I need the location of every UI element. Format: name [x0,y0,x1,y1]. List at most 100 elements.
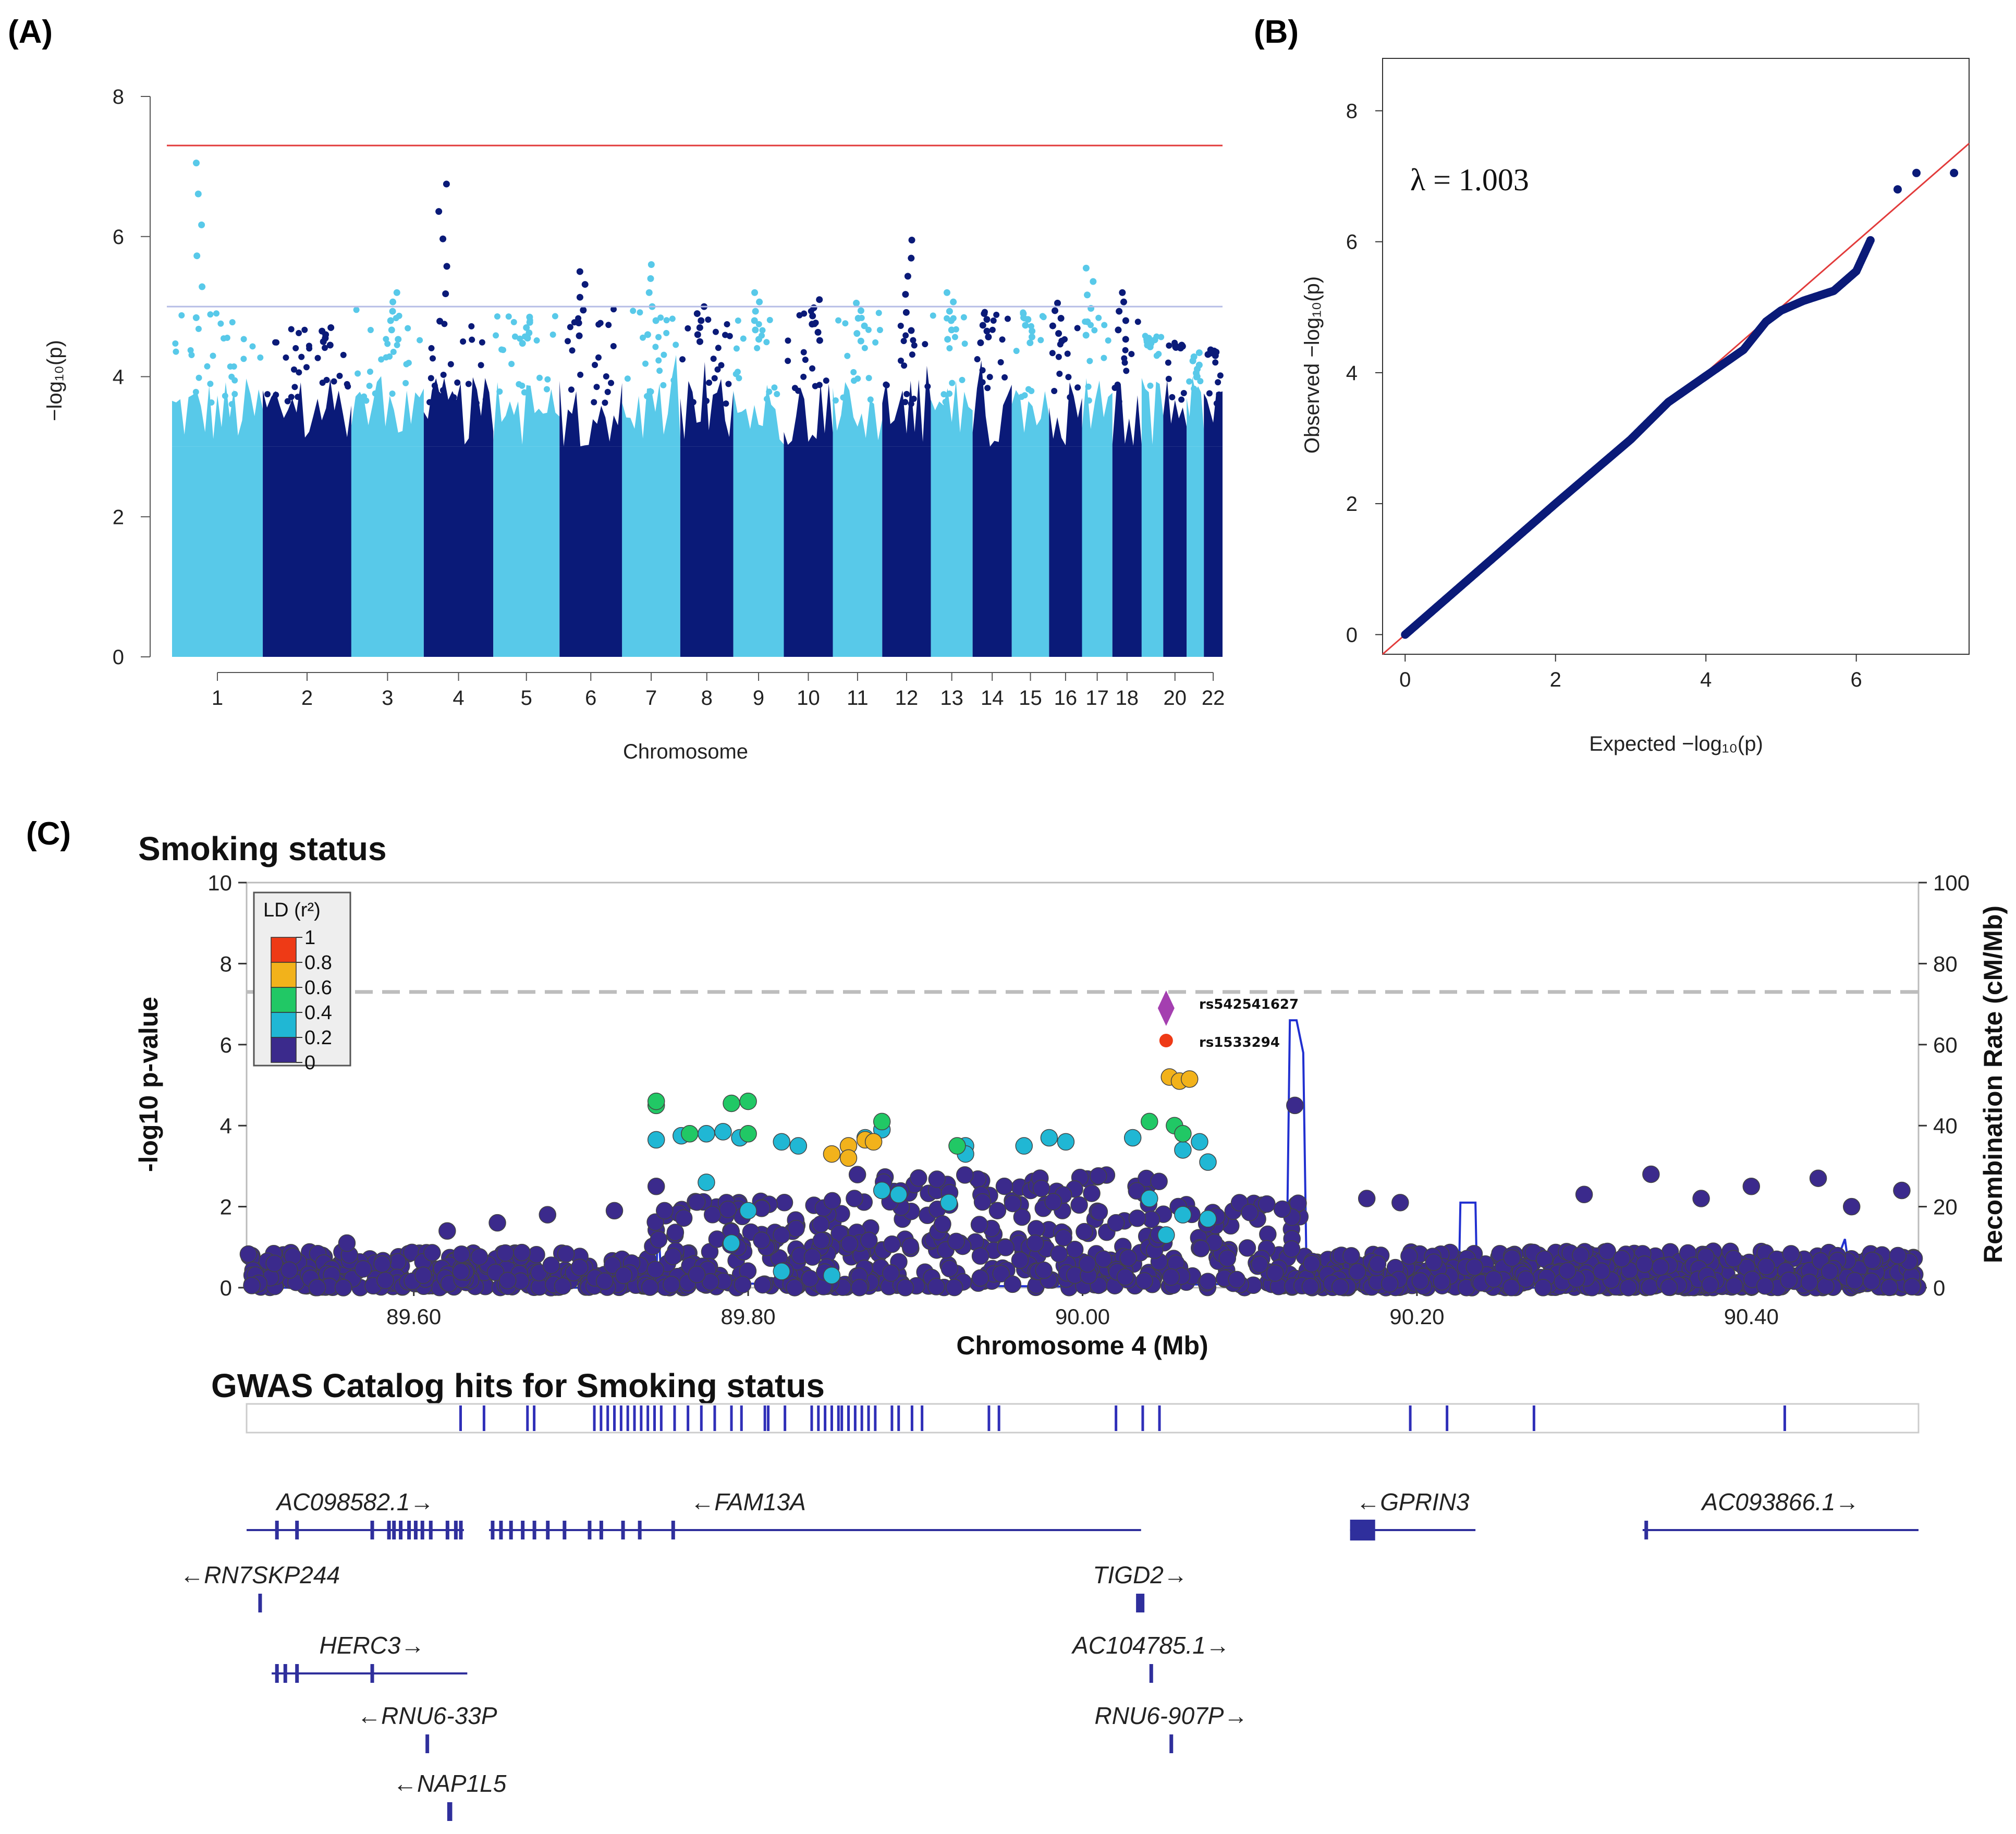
manhattan-point [264,391,271,398]
snp-point-ld-mid [739,1202,757,1220]
snp-point-ld-low [1809,1169,1827,1187]
catalog-title: GWAS Catalog hits for Smoking status [211,1367,825,1404]
manhattan-point [288,394,295,400]
manhattan-point [800,373,807,380]
manhattan-peak-point [948,317,955,324]
manhattan-point [447,361,454,368]
snp-point-ld-low [1004,1275,1021,1293]
manhattan-point [1013,348,1020,354]
manhattan-peak-point [1052,307,1059,314]
snp-point-ld-low [1348,1263,1366,1281]
qq-x-title: Expected −log₁₀(p) [1589,732,1763,755]
snp-point-ld-strong [1180,1070,1199,1088]
manhattan-point [1037,337,1044,344]
snp-point-ld-low [786,1279,804,1297]
manhattan-point [946,345,953,351]
manhattan-point [603,373,609,380]
snp-point-ld-low [1619,1279,1638,1297]
manhattan-peak-point [1116,308,1123,315]
snp-point-ld-low [1903,1278,1921,1295]
snp-point-ld-low [1238,1239,1256,1257]
manhattan-point [222,393,228,399]
manhattan-point [1049,350,1056,357]
manhattan-point [213,310,220,317]
snp-point-ld-low [1251,1255,1269,1274]
snp-point-ld-low [542,1256,560,1274]
manhattan-chr-top [972,360,1012,447]
manhattan-peak-point [1190,353,1198,360]
manhattan-point [656,368,663,374]
manhattan-peak-point [853,330,861,337]
manhattan-chr-top [1141,377,1164,447]
manhattan-point [1212,359,1219,366]
gene-9: RNU6-907P→ [1094,1702,1248,1753]
manhattan-point [1086,358,1093,364]
manhattan-peak-point [1119,289,1126,296]
gene-exon [387,1521,391,1539]
manhattan-point [1067,394,1073,401]
gene-8: ←RNU6-33P [357,1702,497,1753]
manhattan-point [231,390,238,397]
ld-legend-tick-label: 1 [304,927,315,949]
manhattan-point [273,392,279,398]
manhattan-point [430,355,436,362]
manhattan-point [208,399,215,406]
regional-y-title: -log10 p-value [134,997,163,1172]
manhattan-point [861,345,868,351]
snp-point-ld-low [1846,1271,1864,1290]
snp-point-ld-low [453,1245,470,1263]
manhattan-y-tick-label: 2 [113,506,124,529]
manhattan-point [624,375,631,382]
snp-point-ld-low [1035,1261,1053,1279]
manhattan-peak-point [944,336,951,343]
manhattan-point [178,312,185,319]
ld-legend-tick-label: 0 [304,1052,315,1074]
manhattan-point [1180,390,1187,397]
regional-y2-tick-label: 40 [1933,1114,1958,1138]
manhattan-peak-point [854,315,862,322]
manhattan-peak-point [576,294,583,301]
manhattan-point [785,358,791,364]
manhattan-point [1215,379,1221,386]
manhattan-point [493,332,499,339]
manhattan-point [673,341,679,348]
gene-label: ←RN7SKP244 [180,1561,340,1588]
manhattan-peak-point [857,337,864,345]
manhattan-point [1095,314,1102,321]
snp-point-ld-low [1800,1274,1818,1291]
snp-point-ld-low [675,1209,693,1227]
snp-point-ld-high [681,1124,699,1143]
manhattan-chr-top [493,382,560,447]
snp-point-ld-low [1485,1270,1502,1288]
manhattan-point [568,386,575,393]
snp-point-ld-low [883,1235,901,1253]
manhattan-x-tick-label: 3 [382,687,393,710]
gene-exon [413,1521,418,1539]
manhattan-point [961,340,968,347]
snp-point-ld-low [334,1279,352,1297]
manhattan-point [960,314,967,321]
manhattan-point [844,352,851,359]
snp-point-ld-low [513,1243,531,1262]
manhattan-point [273,339,280,346]
manhattan-peak-point [1207,346,1214,353]
manhattan-point [725,381,732,387]
regional-y-tick-label: 10 [207,871,232,895]
qq-x-tick-label: 4 [1700,668,1712,691]
manhattan-point [221,335,227,342]
snp-point-ld-low [1575,1185,1593,1204]
manhattan-point [519,382,526,389]
manhattan-point [188,352,195,359]
manhattan-chr-11 [832,299,883,657]
snp-point-ld-low [664,1248,682,1265]
snp-point-ld-low [1128,1209,1146,1227]
snp-point-ld-low [1358,1190,1376,1207]
manhattan-peak-point [983,327,991,335]
snp-point-ld-low [1893,1181,1911,1200]
gene-exon [295,1521,299,1539]
gene-3: AC093866.1→ [1642,1488,1919,1539]
manhattan-point [344,381,350,387]
manhattan-point [434,391,441,398]
manhattan-peak-point [194,190,202,198]
snp-point-ld-low [1192,1240,1210,1257]
